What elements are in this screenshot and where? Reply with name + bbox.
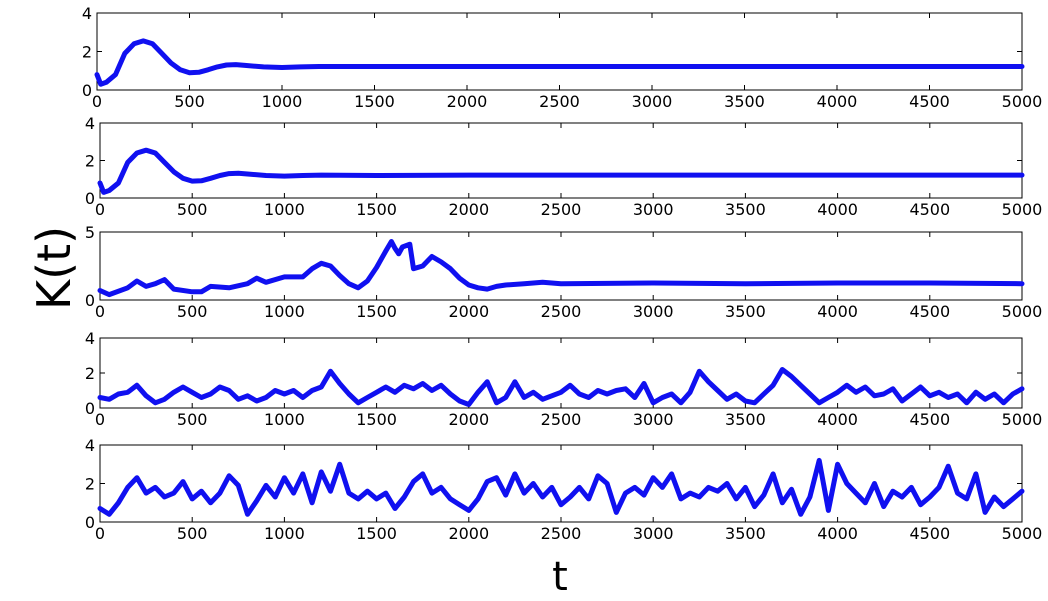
y-tick-label: 0 bbox=[85, 189, 95, 208]
y-tick-label: 2 bbox=[85, 152, 95, 171]
x-tick-label: 2500 bbox=[539, 92, 580, 111]
panel-5: 0 500 1000 1500 2000 2500 3000 3500 4000 4500 5000… bbox=[85, 436, 1043, 543]
panels-group: 0 500 1000 1500 2000 2500 3000 3500 4000 4500 5000… bbox=[82, 4, 1043, 543]
x-tick-label: 1500 bbox=[356, 524, 397, 543]
y-tick-label: 5 bbox=[85, 223, 95, 242]
x-tick-label: 1500 bbox=[356, 302, 397, 321]
x-tick-label: 3500 bbox=[725, 410, 766, 429]
x-tick-label: 2500 bbox=[541, 524, 582, 543]
x-tick-label: 4000 bbox=[817, 524, 858, 543]
panel-1: 0 500 1000 1500 2000 2500 3000 3500 4000 4500 5000… bbox=[82, 4, 1043, 111]
panel-3: 0 500 1000 1500 2000 2500 3000 3500 4000 4500 5000… bbox=[85, 223, 1043, 321]
x-tick-label: 2500 bbox=[541, 302, 582, 321]
x-tick-label: 5000 bbox=[1002, 524, 1043, 543]
x-tick-label: 500 bbox=[174, 92, 205, 111]
y-tick-label: 4 bbox=[82, 4, 92, 23]
x-tick-label: 500 bbox=[177, 524, 208, 543]
y-tick-label: 0 bbox=[82, 81, 92, 100]
x-tick-label: 4000 bbox=[817, 410, 858, 429]
x-tick-label: 4000 bbox=[817, 302, 858, 321]
y-tick-label: 4 bbox=[85, 114, 95, 133]
panel-frame bbox=[99, 231, 1023, 301]
x-tick-label: 5000 bbox=[1002, 410, 1043, 429]
y-tick-label: 2 bbox=[85, 364, 95, 383]
x-tick-label: 3500 bbox=[725, 302, 766, 321]
x-tick-label: 500 bbox=[177, 410, 208, 429]
y-tick-label: 0 bbox=[85, 291, 95, 310]
x-tick-label: 2500 bbox=[541, 200, 582, 219]
x-tick-label: 5000 bbox=[1002, 92, 1043, 111]
y-axis-label: K(t) bbox=[27, 226, 81, 310]
x-tick-label: 2000 bbox=[448, 524, 489, 543]
x-tick-label: 3000 bbox=[633, 410, 674, 429]
x-tick-label: 3500 bbox=[724, 92, 765, 111]
x-tick-label: 3000 bbox=[633, 200, 674, 219]
x-tick-label: 4000 bbox=[817, 92, 858, 111]
series-line-1 bbox=[94, 38, 1025, 87]
panel-2: 0 500 1000 1500 2000 2500 3000 3500 4000 4500 5000… bbox=[85, 114, 1043, 219]
x-tick-label: 2000 bbox=[447, 92, 488, 111]
series-line-3 bbox=[97, 239, 1025, 298]
x-tick-label: 4500 bbox=[909, 410, 950, 429]
series-line-5 bbox=[97, 457, 1025, 517]
y-tick-label: 2 bbox=[85, 475, 95, 494]
y-tick-label: 0 bbox=[85, 513, 95, 532]
panel-frame bbox=[96, 12, 1023, 91]
x-tick-label: 1500 bbox=[356, 200, 397, 219]
series-line-4 bbox=[97, 367, 1025, 407]
x-tick-label: 500 bbox=[177, 302, 208, 321]
x-tick-label: 1000 bbox=[262, 92, 303, 111]
panel-frame bbox=[99, 122, 1023, 199]
x-tick-label: 4500 bbox=[909, 200, 950, 219]
x-tick-label: 0 bbox=[95, 524, 105, 543]
y-tick-label: 0 bbox=[85, 399, 95, 418]
x-tick-label: 2000 bbox=[448, 410, 489, 429]
x-tick-label: 3500 bbox=[725, 200, 766, 219]
x-tick-label: 4000 bbox=[817, 200, 858, 219]
x-tick-label: 3000 bbox=[632, 92, 673, 111]
x-tick-label: 1000 bbox=[264, 524, 305, 543]
x-tick-label: 3500 bbox=[725, 524, 766, 543]
x-tick-label: 4500 bbox=[909, 92, 950, 111]
x-tick-label: 2000 bbox=[448, 302, 489, 321]
y-tick-label: 4 bbox=[85, 436, 95, 455]
x-tick-label: 1000 bbox=[264, 302, 305, 321]
x-tick-label: 0 bbox=[95, 302, 105, 321]
x-tick-label: 5000 bbox=[1002, 302, 1043, 321]
x-tick-label: 2000 bbox=[448, 200, 489, 219]
x-tick-label: 0 bbox=[92, 92, 102, 111]
x-tick-label: 0 bbox=[95, 200, 105, 219]
y-tick-label: 2 bbox=[82, 43, 92, 62]
x-tick-label: 5000 bbox=[1002, 200, 1043, 219]
x-tick-label: 1500 bbox=[354, 92, 395, 111]
x-tick-label: 3000 bbox=[633, 524, 674, 543]
x-tick-label: 3000 bbox=[633, 302, 674, 321]
panel-4: 0 500 1000 1500 2000 2500 3000 3500 4000 4500 5000… bbox=[85, 329, 1043, 429]
x-tick-label: 4500 bbox=[909, 524, 950, 543]
x-tick-label: 0 bbox=[95, 410, 105, 429]
x-tick-label: 2500 bbox=[541, 410, 582, 429]
series-line-2 bbox=[97, 147, 1025, 195]
y-tick-label: 4 bbox=[85, 329, 95, 348]
x-tick-label: 1500 bbox=[356, 410, 397, 429]
x-tick-label: 500 bbox=[177, 200, 208, 219]
x-axis-label: t bbox=[552, 554, 568, 600]
x-tick-label: 1000 bbox=[264, 410, 305, 429]
x-tick-label: 1000 bbox=[264, 200, 305, 219]
x-tick-label: 4500 bbox=[909, 302, 950, 321]
